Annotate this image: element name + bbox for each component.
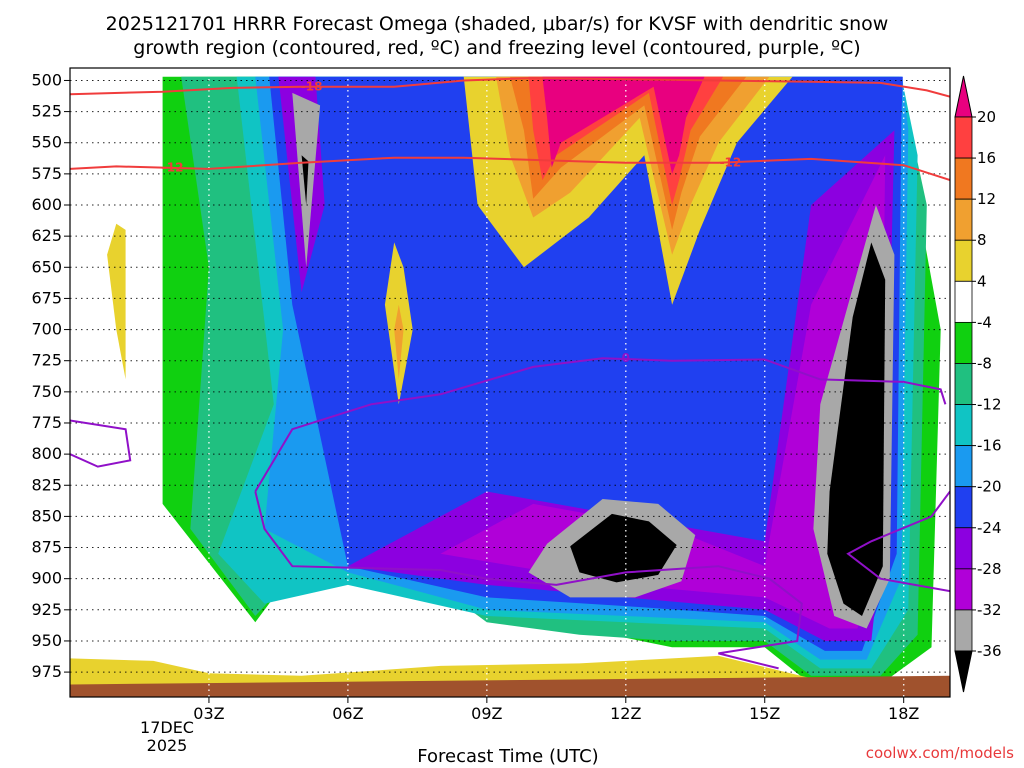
chart-title-line-1: 2025121701 HRRR Forecast Omega (shaded, …: [106, 13, 889, 35]
dgz-contour-label: -12: [720, 156, 742, 170]
plot-border: [69, 67, 951, 698]
colorbar-label: 4: [977, 272, 987, 290]
freezing-level-contour-0: [254, 357, 947, 493]
colorbar-label: -28: [977, 560, 1002, 578]
x-tick-label: 15Z: [749, 704, 780, 723]
colorbar-bottom-arrow: [954, 650, 973, 693]
dgz-contour--18: [70, 76, 950, 98]
x-tick-label: 18Z: [888, 704, 919, 723]
y-tick-label: 725: [31, 351, 62, 370]
omega-region-12: [570, 513, 677, 583]
omega-region-6: [347, 130, 895, 642]
y-tick-label: 675: [31, 288, 62, 307]
colorbar-bin: [954, 568, 973, 611]
colorbar-label: 16: [977, 149, 996, 167]
y-tick-label: 850: [31, 506, 62, 525]
y-tick-label: 875: [31, 538, 62, 557]
omega-region-18: [542, 76, 705, 174]
y-tick-label: 825: [31, 475, 62, 494]
colorbar-bin: [954, 486, 973, 529]
colorbar-label: -20: [977, 478, 1002, 496]
colorbar-bin: [954, 363, 973, 405]
colorbar-label: -4: [977, 313, 992, 331]
x-tick-label: 06Z: [332, 704, 363, 723]
colorbar-label: 12: [977, 190, 996, 208]
y-tick-label: 800: [31, 444, 62, 463]
x-axis-ticks: 03Z 06Z 09Z 12Z 15Z 18Z: [193, 697, 919, 723]
y-tick-label: 650: [31, 257, 62, 276]
colorbar-bin: [954, 445, 973, 488]
omega-region-7: [440, 155, 886, 629]
dgz-contour-label: -12: [162, 161, 184, 175]
y-tick-label: 775: [31, 413, 62, 432]
colorbar-bin: [954, 116, 973, 159]
colorbar-bin: [954, 280, 973, 323]
colorbar-bin: [954, 239, 973, 282]
freezing-level-contour-2: [846, 490, 950, 593]
y-tick-label: 975: [31, 662, 62, 681]
freezing-level-contour-1: [254, 491, 803, 670]
dgz-contour-label: -18: [301, 80, 323, 94]
date-label-day: 17DEC: [140, 718, 194, 737]
colorbar-bin: [954, 404, 973, 447]
grid-layer: [70, 68, 950, 697]
omega-region-4: [269, 76, 903, 651]
x-tick-label: 03Z: [193, 704, 224, 723]
y-tick-label: 900: [31, 569, 62, 588]
omega-region-13: [827, 242, 886, 616]
colorbar-label: -24: [977, 519, 1002, 537]
y-tick-label: 950: [31, 631, 62, 650]
colorbar-label: -16: [977, 437, 1002, 455]
y-tick-label: 700: [31, 320, 62, 339]
omega-region-21: [394, 304, 404, 380]
freezing-level-label: 0: [622, 351, 630, 365]
y-tick-label: 550: [31, 133, 62, 152]
chart-title-line-2: growth region (contoured, red, ºC) and f…: [133, 37, 860, 59]
omega-region-19: [107, 223, 126, 380]
site-credit: coolwx.com/models: [866, 744, 1014, 762]
y-axis-ticks: 500 525 550 575 600 625 650 675 700 725 750 775 800 8…: [31, 70, 70, 681]
y-tick-label: 525: [31, 102, 62, 121]
colorbar-label: -12: [977, 396, 1002, 414]
colorbar-label: 20: [977, 108, 996, 126]
y-tick-label: 500: [31, 70, 62, 89]
colorbar-bin: [954, 157, 973, 200]
y-tick-label: 575: [31, 164, 62, 183]
dgz-contour--12: [70, 156, 950, 182]
contour-layer: -18 -12 -12 0: [70, 76, 950, 670]
y-tick-label: 625: [31, 226, 62, 245]
colorbar-label: -8: [977, 354, 992, 372]
omega-region-23: [70, 675, 950, 697]
date-label-year: 2025: [147, 736, 188, 755]
y-tick-label: 600: [31, 195, 62, 214]
x-tick-label: 09Z: [471, 704, 502, 723]
colorbar-bin: [954, 609, 973, 652]
colorbar-label: -32: [977, 601, 1002, 619]
colorbar: 20 16 12 8 4 -4 -8 -12 -16 -20 -24 -28 -32 -36: [954, 75, 1002, 693]
omega-fill-layer: [70, 76, 950, 697]
colorbar-top-arrow: [954, 75, 973, 118]
colorbar-label: -36: [977, 642, 1002, 660]
x-tick-label: 12Z: [610, 704, 641, 723]
colorbar-bin: [954, 198, 973, 241]
colorbar-bin: [954, 321, 973, 364]
x-axis-label: Forecast Time (UTC): [417, 746, 598, 767]
omega-region-11: [301, 155, 309, 205]
freezing-level-contour: [70, 419, 132, 468]
y-tick-label: 925: [31, 600, 62, 619]
colorbar-label: 8: [977, 231, 987, 249]
colorbar-bin: [954, 527, 973, 570]
y-tick-label: 750: [31, 382, 62, 401]
